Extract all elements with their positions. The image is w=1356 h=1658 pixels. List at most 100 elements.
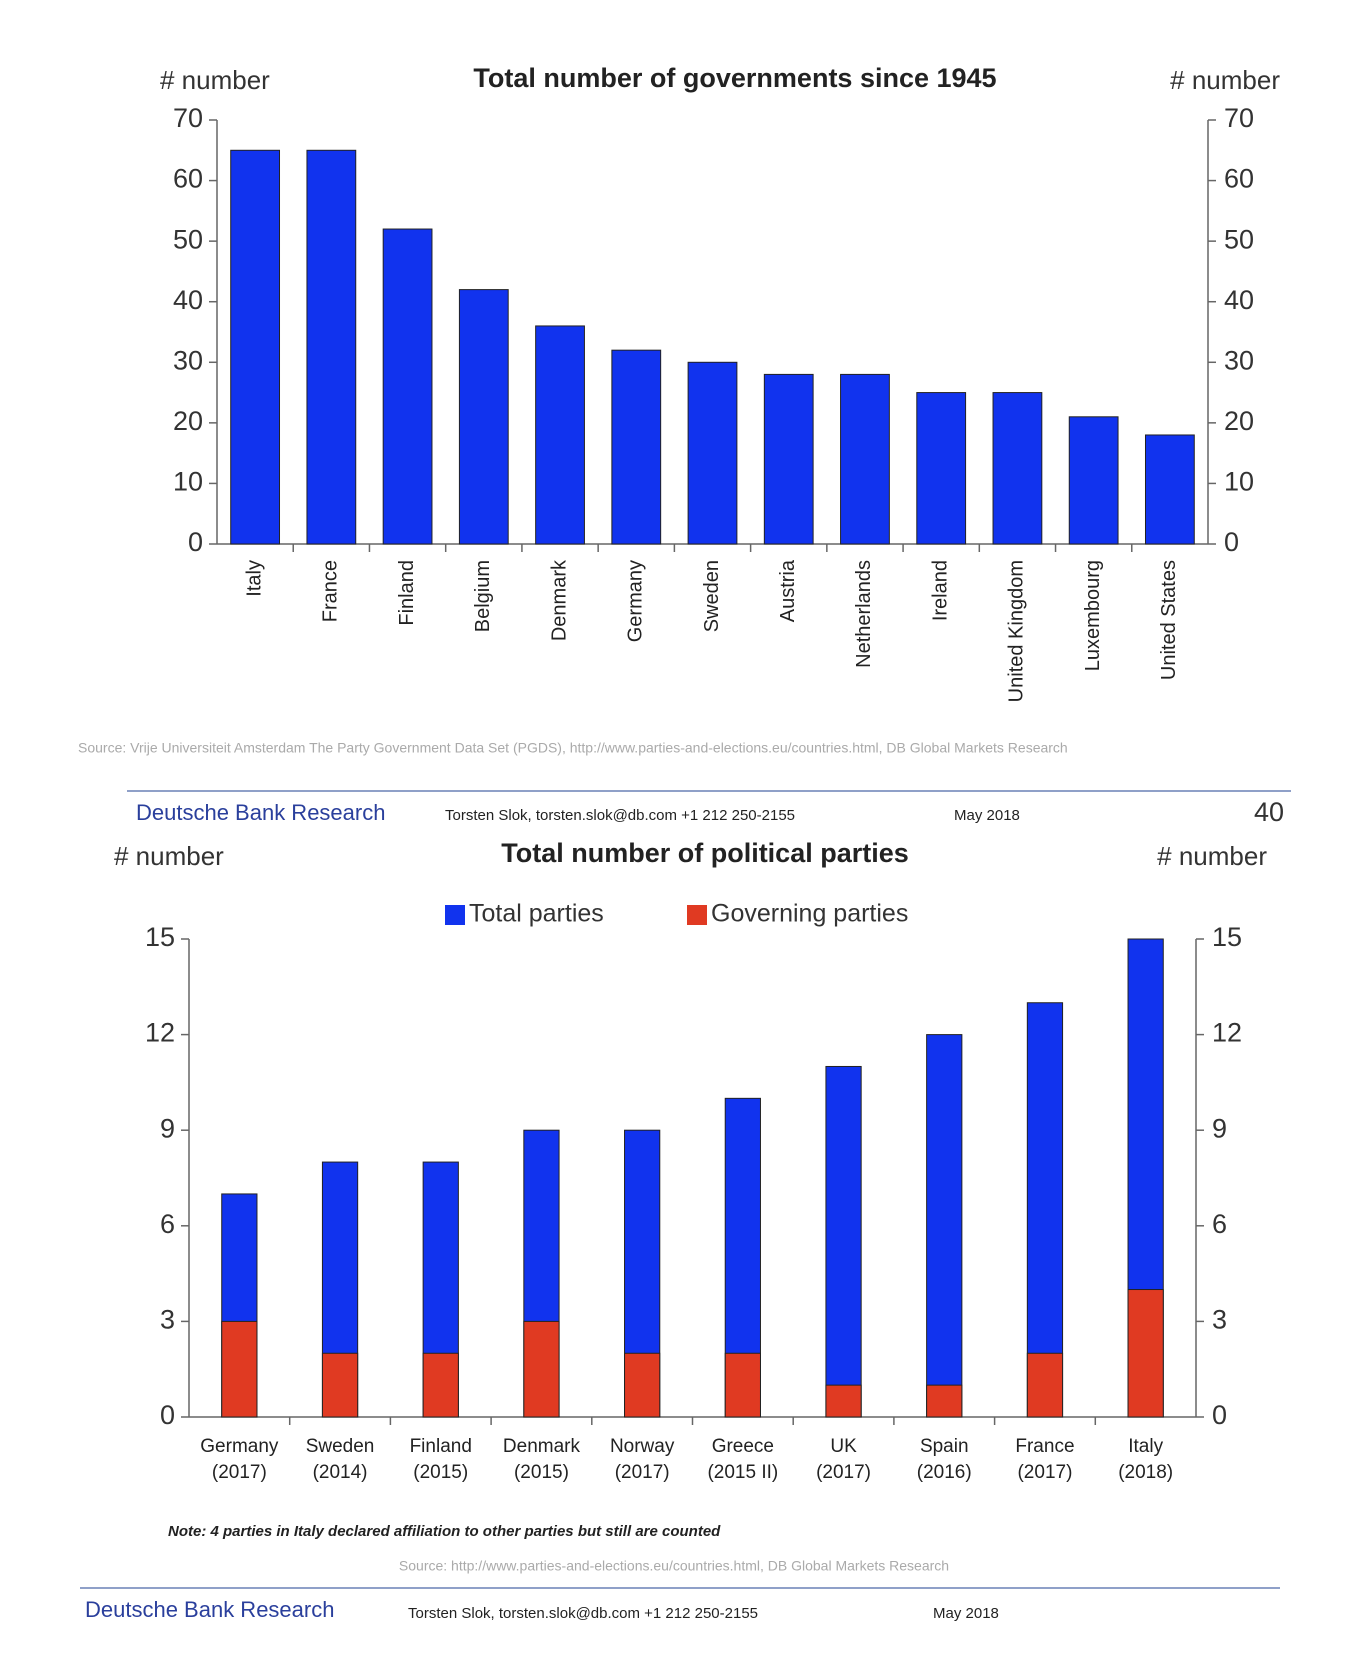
y2-tick-label: 0 xyxy=(1212,1400,1227,1430)
y-tick-label: 3 xyxy=(160,1305,175,1335)
footer-date: May 2018 xyxy=(933,1605,999,1622)
x-tick-label: Austria xyxy=(777,559,799,622)
y2-tick-label: 9 xyxy=(1212,1113,1227,1143)
footer-author: Torsten Slok, torsten.slok@db.com +1 212… xyxy=(408,1605,758,1622)
legend-swatch xyxy=(445,905,465,925)
x-tick-label: (2015) xyxy=(413,1462,468,1483)
y-axis-label: # number xyxy=(114,841,224,871)
bar xyxy=(535,325,585,545)
bar xyxy=(321,1352,359,1418)
bar xyxy=(1127,1289,1164,1418)
x-tick-label: (2017) xyxy=(615,1462,670,1483)
y-tick-label: 0 xyxy=(188,527,203,557)
y-tick-label: 60 xyxy=(173,164,203,194)
chart-title: Total number of governments since 1945 xyxy=(473,63,996,93)
x-tick-label: Sweden xyxy=(306,1436,375,1457)
y2-axis-label: # number xyxy=(1170,65,1280,95)
y2-tick-label: 40 xyxy=(1224,285,1254,315)
footer-author: Torsten Slok, torsten.slok@db.com +1 212… xyxy=(445,807,795,824)
x-tick-label: Sweden xyxy=(701,560,723,632)
x-tick-label: United Kingdom xyxy=(1006,560,1028,702)
y2-tick-label: 12 xyxy=(1212,1018,1242,1048)
x-tick-label: UK xyxy=(830,1436,857,1457)
y-tick-label: 70 xyxy=(173,103,203,133)
bar xyxy=(458,289,509,545)
bar xyxy=(825,1384,862,1418)
legend-swatch xyxy=(687,905,707,925)
y2-tick-label: 15 xyxy=(1212,922,1242,952)
x-tick-label: (2018) xyxy=(1118,1462,1173,1483)
y-tick-label: 9 xyxy=(160,1113,175,1143)
x-tick-label: Italy xyxy=(243,560,265,597)
source: Source: Vrije Universiteit Amsterdam The… xyxy=(78,740,1068,756)
x-tick-label: (2014) xyxy=(313,1462,368,1483)
legend-label: Total parties xyxy=(469,900,604,928)
x-tick-label: (2015) xyxy=(514,1462,569,1483)
x-tick-label: Spain xyxy=(920,1436,969,1457)
x-tick-label: United States xyxy=(1158,560,1180,680)
bar xyxy=(624,1352,661,1418)
x-tick-label: France xyxy=(320,560,342,622)
bar xyxy=(382,228,433,545)
y2-tick-label: 70 xyxy=(1224,103,1254,133)
x-tick-label: (2017) xyxy=(212,1462,267,1483)
chart-title: Total number of political parties xyxy=(501,838,909,868)
bar xyxy=(221,1320,258,1418)
y-tick-label: 30 xyxy=(173,345,203,375)
x-tick-label: Ireland xyxy=(929,560,951,621)
x-tick-label: Italy xyxy=(1128,1436,1163,1457)
y2-tick-label: 10 xyxy=(1224,467,1254,497)
x-tick-label: Germany xyxy=(625,560,647,642)
x-tick-label: Finland xyxy=(396,560,418,626)
bar xyxy=(840,373,890,545)
bar xyxy=(763,373,814,545)
x-tick-label: (2016) xyxy=(917,1462,972,1483)
bar xyxy=(926,1384,963,1418)
legend-label: Governing parties xyxy=(711,900,908,928)
x-tick-label: (2017) xyxy=(816,1462,871,1483)
x-tick-label: Belgium xyxy=(472,560,494,632)
bar xyxy=(825,1065,862,1418)
bar xyxy=(306,149,357,545)
x-tick-label: Greece xyxy=(712,1436,774,1457)
y-tick-label: 40 xyxy=(173,285,203,315)
x-tick-label: Germany xyxy=(200,1436,279,1457)
y2-tick-label: 30 xyxy=(1224,345,1254,375)
bar xyxy=(992,392,1043,545)
bar xyxy=(1068,416,1119,545)
footer-brand: Deutsche Bank Research xyxy=(85,1597,334,1622)
bar xyxy=(916,392,967,545)
bar xyxy=(523,1320,560,1418)
y-tick-label: 12 xyxy=(145,1018,175,1048)
footer-date: May 2018 xyxy=(954,807,1020,824)
bar xyxy=(926,1034,963,1418)
bar xyxy=(230,149,281,545)
x-tick-label: Denmark xyxy=(548,559,570,641)
x-tick-label: France xyxy=(1015,1436,1074,1457)
y2-tick-label: 60 xyxy=(1224,164,1254,194)
bar xyxy=(1144,434,1195,545)
x-tick-label: Norway xyxy=(610,1436,675,1457)
x-tick-label: Luxembourg xyxy=(1082,560,1104,671)
y-tick-label: 20 xyxy=(173,406,203,436)
y2-tick-label: 50 xyxy=(1224,224,1254,254)
source: Source: http://www.parties-and-elections… xyxy=(399,1558,949,1574)
bar xyxy=(687,361,738,545)
x-tick-label: (2017) xyxy=(1017,1462,1072,1483)
y2-tick-label: 20 xyxy=(1224,406,1254,436)
y-tick-label: 10 xyxy=(173,467,203,497)
y-tick-label: 6 xyxy=(160,1209,175,1239)
x-tick-label: Denmark xyxy=(503,1436,581,1457)
y-axis-label: # number xyxy=(160,65,270,95)
note: Note: 4 parties in Italy declared affili… xyxy=(168,1523,721,1540)
bar xyxy=(611,349,662,545)
x-tick-label: Netherlands xyxy=(853,560,875,668)
y2-axis-label: # number xyxy=(1157,841,1267,871)
y-tick-label: 50 xyxy=(173,224,203,254)
bar xyxy=(422,1352,459,1418)
footer-brand: Deutsche Bank Research xyxy=(136,800,385,825)
bar xyxy=(724,1352,761,1418)
bar xyxy=(1026,1352,1064,1418)
